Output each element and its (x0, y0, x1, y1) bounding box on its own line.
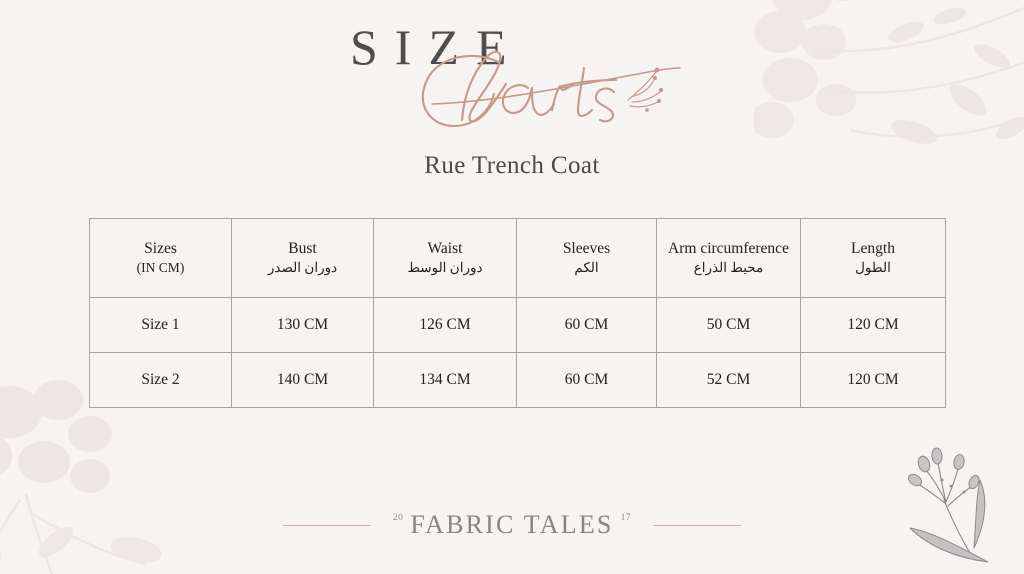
column-header-sleeves-en: Sleeves (562, 240, 611, 258)
column-header-length: Length الطول (800, 218, 946, 298)
column-header-waist-ar: دوران الوسط (407, 260, 483, 276)
cell-arm-circumference: 50 CM (656, 297, 801, 353)
footer-rule-right (653, 524, 742, 526)
page-header: SIZE (0, 16, 1024, 141)
brand-lockup: 20 FABRIC TALES 17 (393, 512, 631, 538)
column-header-sizes: Sizes (IN CM) (89, 218, 232, 298)
cell-length: 120 CM (800, 297, 946, 353)
column-header-sizes-unit: (IN CM) (136, 260, 185, 276)
charts-script-lettering (421, 50, 681, 128)
brand-year-right: 17 (620, 513, 632, 523)
table-row: Size 2 140 CM 134 CM 60 CM 52 CM 120 CM (89, 352, 946, 408)
column-header-arm-circumference: Arm circumference محيط الذراع (656, 218, 801, 298)
column-header-length-en: Length (851, 240, 895, 258)
product-name: Rue Trench Coat (424, 152, 600, 179)
column-header-waist: Waist دوران الوسط (373, 218, 517, 298)
cell-bust: 140 CM (231, 352, 374, 408)
column-header-arm-en: Arm circumference (668, 240, 789, 258)
column-header-sleeves: Sleeves الكم (516, 218, 657, 298)
cell-waist: 126 CM (373, 297, 517, 353)
botanical-sprig-bottom-right (908, 447, 989, 563)
column-header-sleeves-ar: الكم (574, 260, 599, 276)
size-table-container: Sizes (IN CM) Bust دوران الصدر Waist دور… (89, 218, 946, 408)
table-row: Size 1 130 CM 126 CM 60 CM 50 CM 120 CM (89, 297, 946, 353)
column-header-waist-en: Waist (427, 240, 463, 258)
brand-footer: 20 FABRIC TALES 17 (0, 512, 1024, 538)
size-table: Sizes (IN CM) Bust دوران الصدر Waist دور… (89, 218, 946, 408)
column-header-bust: Bust دوران الصدر (231, 218, 374, 298)
column-header-sizes-en: Sizes (144, 240, 177, 258)
footer-rule-left (282, 524, 371, 526)
cell-waist: 134 CM (373, 352, 517, 408)
cell-length: 120 CM (800, 352, 946, 408)
cell-bust: 130 CM (231, 297, 374, 353)
brand-name: FABRIC TALES (410, 510, 614, 539)
cell-size: Size 2 (89, 352, 232, 408)
brand-year-left: 20 (392, 513, 404, 523)
column-header-length-ar: الطول (855, 260, 891, 276)
column-header-bust-ar: دوران الصدر (267, 260, 338, 276)
table-header-row: Sizes (IN CM) Bust دوران الصدر Waist دور… (89, 218, 946, 298)
cell-size: Size 1 (89, 297, 232, 353)
cell-sleeves: 60 CM (516, 352, 657, 408)
column-header-arm-ar: محيط الذراع (693, 260, 764, 276)
cell-arm-circumference: 52 CM (656, 352, 801, 408)
cell-sleeves: 60 CM (516, 297, 657, 353)
column-header-bust-en: Bust (288, 240, 317, 258)
